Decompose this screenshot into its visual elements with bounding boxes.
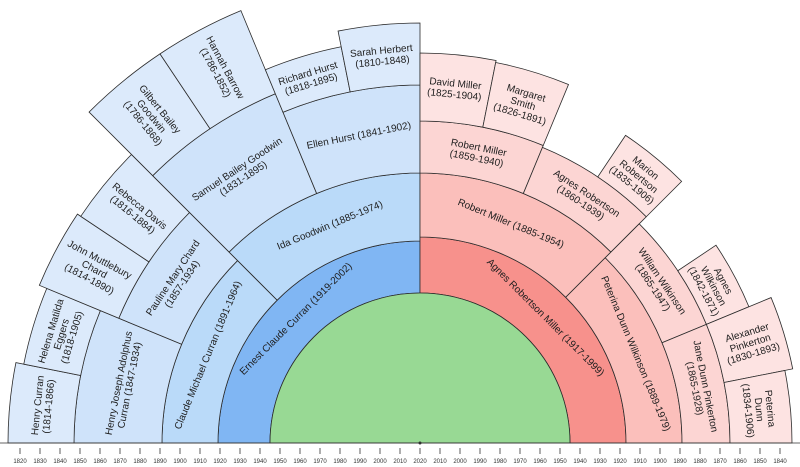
ancestor-dates: (1810-1848) xyxy=(355,54,410,70)
axis-tick-label: 1980 xyxy=(493,459,507,465)
axis-tick-label: 2010 xyxy=(393,459,407,465)
axis-tick-label: 1990 xyxy=(353,459,367,465)
axis-tick-label: 1830 xyxy=(33,459,47,465)
axis-tick-label: 1950 xyxy=(553,459,567,465)
axis-tick-label: 1930 xyxy=(593,459,607,465)
ancestor-label: Sarah Herbert(1810-1848) xyxy=(350,43,415,71)
ancestor-segment[interactable] xyxy=(264,46,351,113)
ancestor-name: Dunn xyxy=(752,397,765,422)
axis-tick-label: 2000 xyxy=(373,459,387,465)
ancestor-label: Henry Curran(1814-1866) xyxy=(30,375,58,437)
ancestor-segment[interactable] xyxy=(419,52,497,128)
axis-tick-label: 2020 xyxy=(413,459,427,465)
ancestor-dates: (1825-1904) xyxy=(427,87,482,103)
axis-tick-label: 1910 xyxy=(633,459,647,465)
axis-tick-label: 1870 xyxy=(713,459,727,465)
axis-tick-label: 1970 xyxy=(313,459,327,465)
axis-tick-label: 1880 xyxy=(693,459,707,465)
ancestor-segment[interactable] xyxy=(337,22,421,93)
axis-tick-label: 1820 xyxy=(13,459,27,465)
axis-tick-label: 1840 xyxy=(773,459,787,465)
ancestor-segment[interactable] xyxy=(38,213,150,319)
year-axis: 1820 1830 1840 1850 1860 1870 1880 1890 1900 1910… xyxy=(0,442,800,465)
axis-tick-label: 1940 xyxy=(253,459,267,465)
axis-tick-label: 1970 xyxy=(513,459,527,465)
ancestor-segments xyxy=(7,10,794,444)
axis-tick-label: 1960 xyxy=(293,459,307,465)
ancestor-segment[interactable] xyxy=(159,10,276,130)
axis-tick-label: 1960 xyxy=(533,459,547,465)
ancestor-label: PeterinaDunn(1834-1906) xyxy=(739,381,777,438)
axis-tick-label: 1860 xyxy=(93,459,107,465)
axis-tick-label: 1850 xyxy=(753,459,767,465)
axis-tick-label: 1850 xyxy=(73,459,87,465)
ancestor-dates: (1814-1866) xyxy=(41,379,57,434)
axis-tick-label: 1920 xyxy=(613,459,627,465)
ancestor-label: David Miller(1825-1904) xyxy=(427,76,483,103)
ancestor-segment[interactable] xyxy=(23,287,101,376)
ancestor-segment[interactable] xyxy=(597,134,683,218)
ancestor-name: David Miller xyxy=(429,76,483,92)
ancestor-segment[interactable] xyxy=(723,369,793,444)
axis-tick-label: 2000 xyxy=(453,459,467,465)
axis-tick-label: 1930 xyxy=(233,459,247,465)
axis-tick-label: 1900 xyxy=(653,459,667,465)
ancestor-segment[interactable] xyxy=(80,153,191,263)
axis-tick-label: 1860 xyxy=(733,459,747,465)
center-disc xyxy=(269,292,571,444)
ancestor-segment[interactable] xyxy=(482,61,570,147)
axis-tick-label: 1900 xyxy=(173,459,187,465)
axis-tick-label: 2010 xyxy=(433,459,447,465)
axis-tick-label: 1870 xyxy=(113,459,127,465)
ancestor-segment[interactable] xyxy=(677,244,750,325)
axis-tick-label: 1880 xyxy=(133,459,147,465)
axis-tick-label: 1920 xyxy=(213,459,227,465)
ancestor-segment[interactable] xyxy=(705,297,794,383)
axis-tick-label: 1990 xyxy=(473,459,487,465)
axis-tick-label: 1950 xyxy=(273,459,287,465)
ancestor-name: Peterina xyxy=(762,390,777,429)
axis-tick-label: 1940 xyxy=(573,459,587,465)
axis-tick-label: 1890 xyxy=(153,459,167,465)
axis-tick-label: 1980 xyxy=(333,459,347,465)
axis-tick-label: 1840 xyxy=(53,459,67,465)
axis-tick-label: 1910 xyxy=(193,459,207,465)
ancestor-dates: (1834-1906) xyxy=(739,383,755,438)
ancestor-label: AlexanderPinkerton(1830-1893) xyxy=(720,320,782,367)
axis-tick-label: 1890 xyxy=(673,459,687,465)
ancestor-segment[interactable] xyxy=(88,53,211,177)
